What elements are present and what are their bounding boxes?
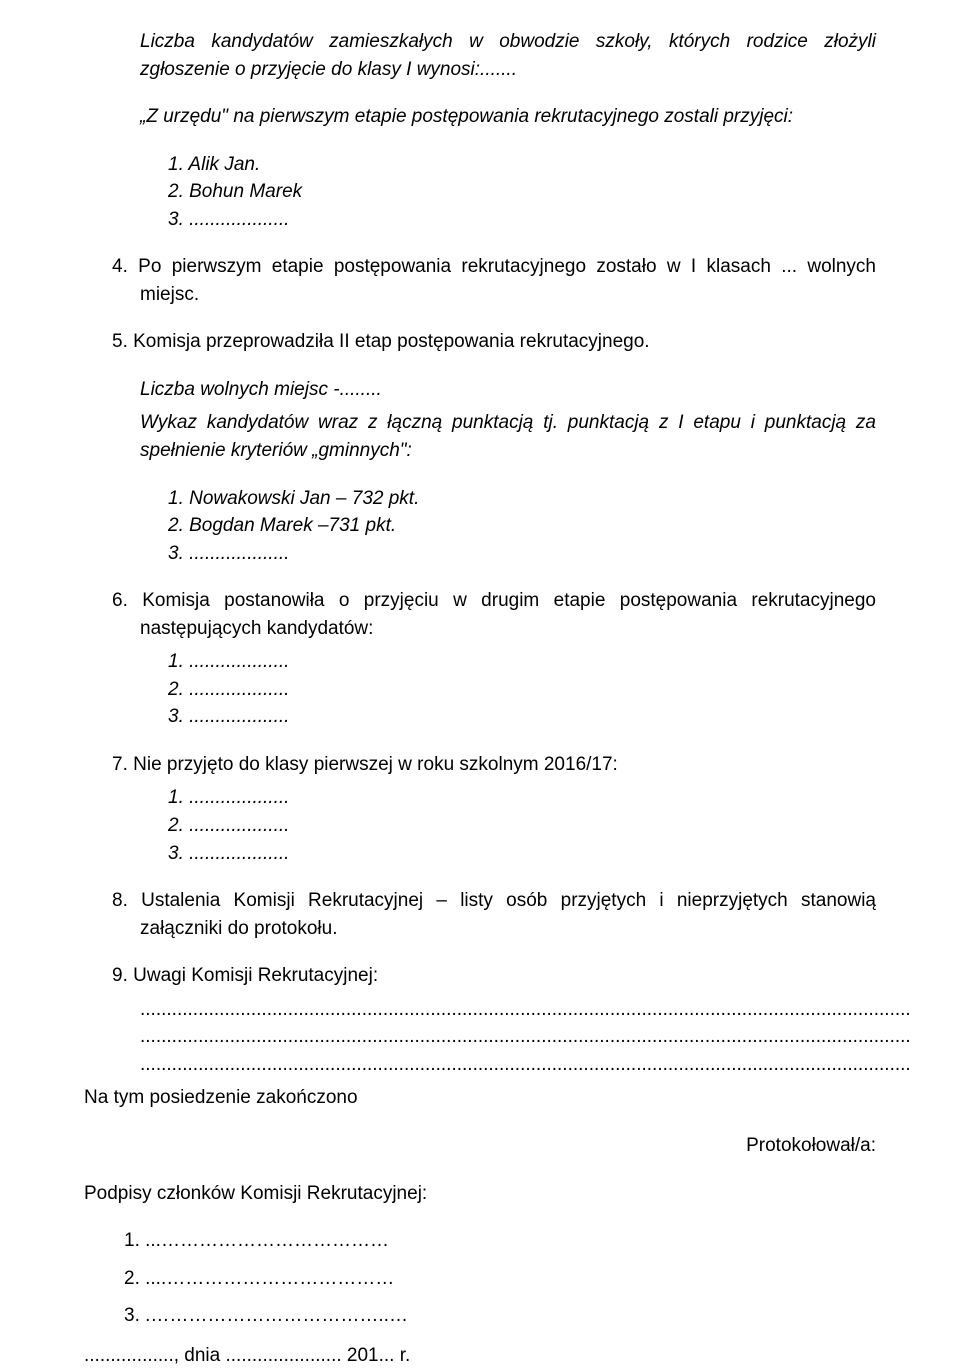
section-7-list-item-1: 1. ................... [168,784,876,812]
section-6-list-item-3: 3. ................... [168,703,876,731]
protokol-label: Protokołował/a: [84,1132,876,1160]
section-5-list-item-3: 3. ................... [168,540,876,568]
closing-text: Na tym posiedzenie zakończono [84,1084,876,1112]
section-5-text: 5. Komisja przeprowadziła II etap postęp… [112,328,876,356]
section-5-detail1: Liczba wolnych miejsc -........ [84,376,876,404]
section-5-list-item-2: 2. Bogdan Marek –731 pkt. [168,512,876,540]
section-9-text: 9. Uwagi Komisji Rekrutacyjnej: [112,962,876,990]
intro-list-item-2: 2. Bohun Marek [168,178,876,206]
section-9-dots1: ........................................… [84,996,876,1024]
signature-line-1: 1. ...……………………………… [124,1227,876,1255]
section-6-list-item-1: 1. ................... [168,648,876,676]
section-9-dots3: ........................................… [84,1051,876,1079]
section-5-list-item-1: 1. Nowakowski Jan – 732 pkt. [168,485,876,513]
signature-line-2: 2. ....……………………………… [124,1265,876,1293]
section-7-text: 7. Nie przyjęto do klasy pierwszej w rok… [112,751,876,779]
intro-list-item-1: 1. Alik Jan. [168,151,876,179]
intro-list-item-3: 3. ................... [168,206,876,234]
section-4-text: 4. Po pierwszym etapie postępowania rekr… [112,253,876,308]
intro-paragraph-1: Liczba kandydatów zamieszkałych w obwodz… [140,28,876,83]
section-9-dots2: ........................................… [84,1023,876,1051]
section-8-text: 8. Ustalenia Komisji Rekrutacyjnej – lis… [112,887,876,942]
signatures-label: Podpisy członków Komisji Rekrutacyjnej: [84,1180,876,1208]
date-line: ................., dnia ................… [84,1342,876,1369]
intro-paragraph-2: „Z urzędu" na pierwszym etapie postępowa… [140,103,876,131]
section-5-detail2: Wykaz kandydatów wraz z łączną punktacją… [84,409,876,464]
section-6-text: 6. Komisja postanowiła o przyjęciu w dru… [112,587,876,642]
section-6-list-item-2: 2. ................... [168,676,876,704]
section-7-list-item-2: 2. ................... [168,812,876,840]
section-7-list-item-3: 3. ................... [168,840,876,868]
